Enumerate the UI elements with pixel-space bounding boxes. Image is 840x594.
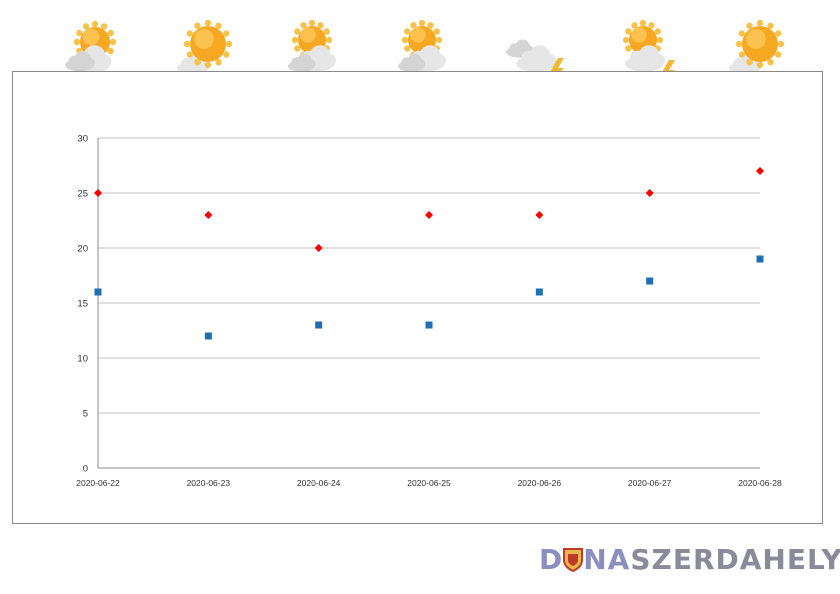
x-tick-label: 2020-06-22 bbox=[76, 478, 120, 488]
coat-of-arms-icon bbox=[563, 548, 584, 572]
max-temp-point bbox=[314, 244, 323, 252]
y-tick-label: 10 bbox=[77, 354, 88, 365]
sun-cloud-rain-icon bbox=[394, 18, 464, 98]
y-tick-label: 0 bbox=[83, 464, 88, 475]
max-temp-point bbox=[94, 189, 102, 197]
chart-frame: 0 5 10 15 20 25 30 2020-06-22 2020-06-23 2020-06-… bbox=[12, 71, 823, 524]
brand-letter-d: D bbox=[539, 543, 564, 576]
min-temp-point bbox=[646, 277, 654, 285]
x-tick-label: 2020-06-23 bbox=[187, 478, 231, 488]
x-tick-label: 2020-06-25 bbox=[407, 478, 451, 488]
min-temp-point bbox=[756, 255, 764, 263]
min-temp-point bbox=[204, 332, 212, 340]
x-tick-label: 2020-06-24 bbox=[297, 478, 341, 488]
max-temp-point bbox=[535, 211, 544, 219]
x-tick-label: 2020-06-27 bbox=[628, 478, 672, 488]
min-temp-point bbox=[535, 288, 543, 296]
partly-cloudy-icon bbox=[63, 18, 133, 98]
min-temp-point bbox=[94, 288, 102, 296]
y-tick-label: 15 bbox=[77, 299, 88, 310]
x-tick-label: 2020-06-26 bbox=[518, 478, 562, 488]
sun-cloud-rain-thunder-icon bbox=[615, 18, 685, 98]
brand-szerdahelyi: SZERDAHELYI bbox=[630, 543, 840, 576]
x-tick-label: 2020-06-28 bbox=[738, 478, 782, 488]
max-temp-point bbox=[425, 211, 433, 219]
brand-na: NA bbox=[583, 543, 631, 576]
y-tick-label: 5 bbox=[83, 409, 88, 420]
max-temp-point bbox=[204, 211, 213, 219]
max-temp-point bbox=[756, 167, 764, 175]
min-temp-point bbox=[425, 321, 433, 329]
max-temp-point bbox=[645, 189, 654, 197]
min-temp-point bbox=[315, 321, 323, 329]
y-tick-label: 20 bbox=[77, 244, 88, 255]
cloud-thunder-icon bbox=[504, 18, 574, 98]
y-tick-label: 25 bbox=[77, 189, 88, 200]
y-tick-label: 30 bbox=[77, 134, 88, 145]
temperature-chart: 0 5 10 15 20 25 30 2020-06-22 2020-06-23 2020-06-… bbox=[76, 134, 782, 489]
brand-logo: D NASZERDAHELYI bbox=[539, 543, 840, 577]
